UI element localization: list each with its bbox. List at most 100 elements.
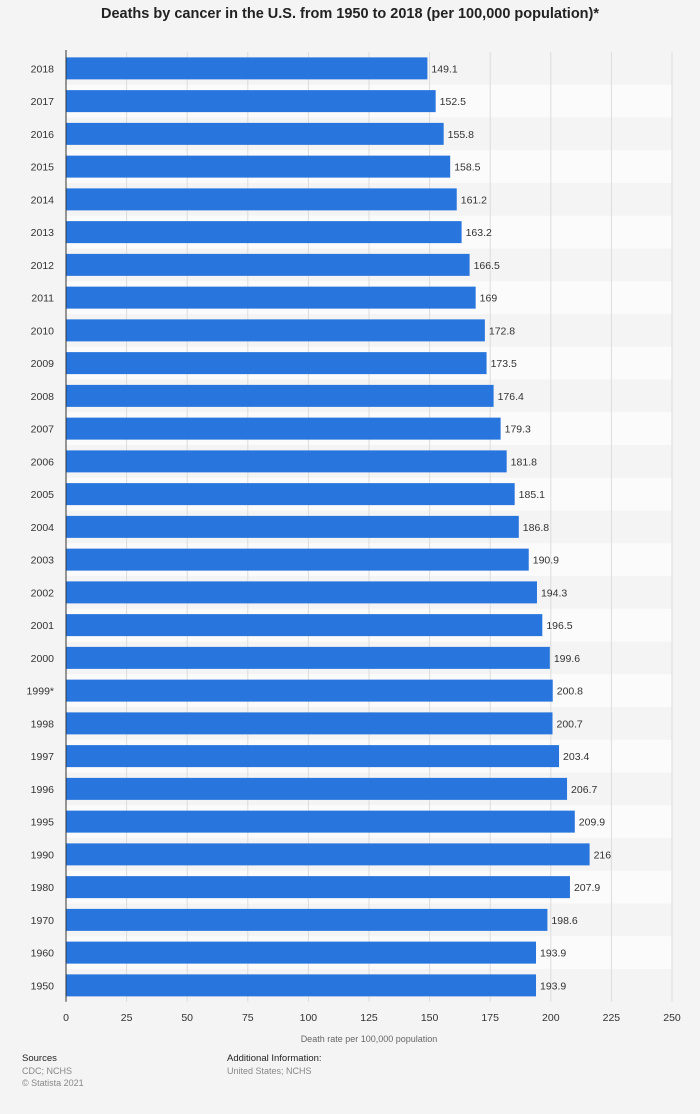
data-label: 200.8 <box>557 686 583 698</box>
category-label: 2016 <box>31 129 55 141</box>
category-label: 2008 <box>31 391 55 403</box>
category-label: 1990 <box>31 849 55 861</box>
bar <box>66 319 485 342</box>
category-label: 1997 <box>31 751 55 763</box>
category-label: 2012 <box>31 260 55 272</box>
category-label: 2000 <box>31 653 55 665</box>
category-label: 1970 <box>31 915 55 927</box>
bar <box>66 286 476 309</box>
data-label: 155.8 <box>448 129 474 141</box>
bar <box>66 417 501 440</box>
data-label: 186.8 <box>523 522 549 534</box>
x-tick-label: 175 <box>481 1012 499 1024</box>
category-label: 2009 <box>31 358 55 370</box>
data-label: 193.9 <box>540 948 566 960</box>
bar <box>66 876 570 899</box>
category-label: 1995 <box>31 817 55 829</box>
bar <box>66 843 590 866</box>
data-label: 185.1 <box>519 489 545 501</box>
category-label: 2017 <box>31 96 55 108</box>
data-label: 196.5 <box>546 620 572 632</box>
bar <box>66 548 529 571</box>
x-tick-label: 250 <box>663 1012 681 1024</box>
additional-info-label: Additional Information: <box>227 1053 322 1064</box>
category-label: 2015 <box>31 162 55 174</box>
bar <box>66 745 560 768</box>
bar <box>66 941 537 964</box>
category-label: 1996 <box>31 784 55 796</box>
bar <box>66 646 550 669</box>
x-tick-label: 50 <box>181 1012 193 1024</box>
bar <box>66 974 537 997</box>
bar <box>66 515 519 538</box>
bar <box>66 712 553 735</box>
category-label: 2007 <box>31 424 55 436</box>
data-label: 190.9 <box>533 555 559 567</box>
category-label: 1980 <box>31 882 55 894</box>
bar <box>66 614 543 637</box>
data-label: 200.7 <box>556 718 582 730</box>
data-label: 203.4 <box>563 751 589 763</box>
bar <box>66 221 462 244</box>
bar <box>66 57 428 80</box>
category-label: 2005 <box>31 489 55 501</box>
category-label: 1950 <box>31 980 55 992</box>
category-label: 2013 <box>31 227 55 239</box>
category-label: 2003 <box>31 555 55 567</box>
category-label: 2001 <box>31 620 55 632</box>
x-tick-label: 150 <box>421 1012 439 1024</box>
bar <box>66 483 515 506</box>
data-label: 172.8 <box>489 325 515 337</box>
x-tick-label: 75 <box>242 1012 254 1024</box>
bar <box>66 253 470 276</box>
category-label: 1960 <box>31 948 55 960</box>
sources-line-1[interactable]: CDC; NCHS <box>22 1066 73 1076</box>
bar <box>66 122 444 145</box>
chart-title: Deaths by cancer in the U.S. from 1950 t… <box>101 6 599 22</box>
sources-block: Sources CDC; NCHS © Statista 2021 <box>22 1053 84 1089</box>
category-label: 2002 <box>31 587 55 599</box>
category-label: 1998 <box>31 718 55 730</box>
data-label: 207.9 <box>574 882 600 894</box>
data-label: 209.9 <box>579 817 605 829</box>
additional-info-text: United States; NCHS <box>227 1066 312 1076</box>
category-label: 2004 <box>31 522 55 534</box>
bar-chart: 149.1 2018 152.5 2017 155.8 2016 158.5 2015 161.… <box>27 50 681 1044</box>
data-label: 169 <box>480 293 498 305</box>
data-label: 152.5 <box>440 96 466 108</box>
x-tick-label: 200 <box>542 1012 560 1024</box>
data-label: 216 <box>594 849 612 861</box>
data-label: 179.3 <box>505 424 531 436</box>
x-tick-label: 100 <box>300 1012 318 1024</box>
x-tick-label: 225 <box>603 1012 621 1024</box>
bar <box>66 679 553 702</box>
category-label: 2011 <box>31 293 54 305</box>
sources-label: Sources <box>22 1053 57 1064</box>
x-axis-label: Death rate per 100,000 population <box>301 1034 438 1044</box>
category-label: 2018 <box>31 63 55 75</box>
additional-info-block: Additional Information: United States; N… <box>227 1053 322 1077</box>
data-label: 198.6 <box>551 915 577 927</box>
data-label: 181.8 <box>511 456 537 468</box>
bar <box>66 581 537 604</box>
data-label: 176.4 <box>498 391 524 403</box>
data-label: 199.6 <box>554 653 580 665</box>
bar <box>66 810 575 833</box>
data-label: 163.2 <box>466 227 492 239</box>
data-label: 194.3 <box>541 587 567 599</box>
bar <box>66 155 451 178</box>
data-label: 149.1 <box>431 63 457 75</box>
category-label: 1999* <box>27 686 54 698</box>
category-label: 2006 <box>31 456 55 468</box>
bar <box>66 908 548 931</box>
sources-line-2: © Statista 2021 <box>22 1078 84 1088</box>
data-label: 173.5 <box>491 358 517 370</box>
bar <box>66 352 487 375</box>
bar <box>66 450 507 473</box>
data-label: 193.9 <box>540 980 566 992</box>
category-label: 2014 <box>31 194 55 206</box>
bar <box>66 777 568 800</box>
x-tick-label: 25 <box>121 1012 133 1024</box>
x-tick-label: 125 <box>360 1012 378 1024</box>
data-label: 166.5 <box>474 260 500 272</box>
